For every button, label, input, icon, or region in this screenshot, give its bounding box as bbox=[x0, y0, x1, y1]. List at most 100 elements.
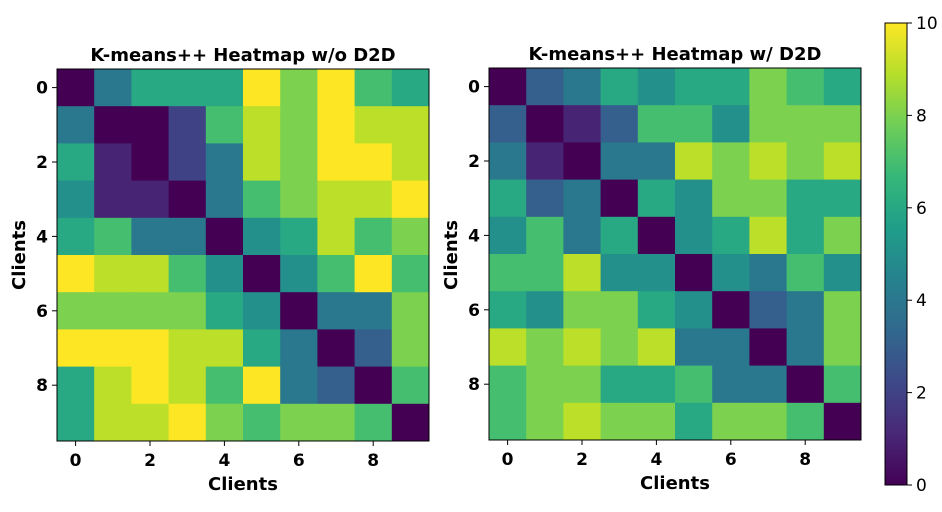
right-heatmap-cell-r8-c3 bbox=[600, 365, 639, 404]
right-heatmap-cell-r9-c7 bbox=[749, 402, 788, 441]
right-heatmap-cell-r2-c4 bbox=[637, 142, 676, 181]
right-heatmap-cell-r8-c0 bbox=[489, 365, 527, 404]
left-heatmap-cell-r5-c6 bbox=[280, 255, 318, 293]
right-heatmap-xlabel: Clients bbox=[640, 473, 710, 494]
right-heatmap-cell-r0-c4 bbox=[637, 68, 676, 106]
right-heatmap-cell-r5-c0 bbox=[489, 254, 527, 292]
left-heatmap-cell-r0-c4 bbox=[205, 69, 244, 107]
left-heatmap-cell-r6-c8 bbox=[354, 292, 393, 330]
right-heatmap-cell-r9-c1 bbox=[526, 402, 564, 441]
right-heatmap-cell-r6-c8 bbox=[786, 291, 825, 329]
right-heatmap-cell-r6-c0 bbox=[489, 291, 527, 329]
left-heatmap-cell-r2-c3 bbox=[168, 143, 207, 182]
left-heatmap-cell-r7-c9 bbox=[391, 329, 430, 368]
right-heatmap-cell-r5-c1 bbox=[526, 254, 564, 292]
right-heatmap-cell-r0-c0 bbox=[489, 68, 527, 106]
right-heatmap-cell-r5-c7 bbox=[749, 254, 788, 292]
left-ytick-label-4: 4 bbox=[36, 227, 48, 247]
left-heatmap-cell-r2-c0 bbox=[57, 143, 95, 182]
right-heatmap-cell-r4-c8 bbox=[786, 216, 825, 255]
colorbar: 0 2 4 6 8 10 bbox=[884, 14, 938, 496]
left-heatmap-cell-r8-c8 bbox=[354, 366, 393, 405]
right-heatmap-cell-r3-c2 bbox=[563, 179, 602, 218]
left-heatmap-cell-r6-c7 bbox=[317, 292, 356, 330]
right-heatmap-cell-r1-c7 bbox=[749, 105, 788, 143]
left-heatmap-cell-r4-c2 bbox=[131, 217, 170, 256]
right-heatmap-cell-r3-c4 bbox=[637, 179, 676, 218]
left-heatmap-cell-r0-c6 bbox=[280, 69, 318, 107]
right-heatmap-cell-r1-c3 bbox=[600, 105, 639, 143]
right-heatmap-cell-r3-c7 bbox=[749, 179, 788, 218]
left-heatmap-cell-r3-c0 bbox=[57, 180, 95, 219]
colorbar-ticks: 0 2 4 6 8 10 bbox=[907, 14, 938, 496]
right-heatmap-frame bbox=[488, 67, 862, 441]
right-heatmap-cell-r6-c7 bbox=[749, 291, 788, 329]
left-heatmap-cell-r4-c5 bbox=[243, 217, 281, 256]
left-heatmap-cell-r9-c2 bbox=[131, 403, 170, 442]
right-heatmap-cell-r8-c4 bbox=[637, 365, 676, 404]
left-heatmap-cell-r8-c7 bbox=[317, 366, 356, 405]
right-heatmap-cell-r3-c3 bbox=[600, 179, 639, 218]
left-heatmap-cell-r2-c4 bbox=[205, 143, 244, 182]
left-heatmap-cell-r0-c8 bbox=[354, 69, 393, 107]
right-heatmap-cell-r2-c9 bbox=[823, 142, 862, 181]
left-heatmap-cell-r2-c6 bbox=[280, 143, 318, 182]
left-heatmap-panel: K-means++ Heatmap w/o D2D 0 2 4 6 8 0 2 4 6 8 Cli… bbox=[9, 45, 430, 495]
right-heatmap-cell-r8-c6 bbox=[712, 365, 750, 404]
left-heatmap-cells bbox=[57, 69, 430, 442]
left-heatmap-cell-r2-c1 bbox=[94, 143, 132, 182]
left-heatmap-cell-r9-c4 bbox=[205, 403, 244, 442]
left-heatmap-cell-r5-c3 bbox=[168, 255, 207, 293]
right-heatmap-cell-r3-c5 bbox=[675, 179, 713, 218]
right-heatmap-cell-r6-c5 bbox=[675, 291, 713, 329]
right-xtick-label-6: 6 bbox=[725, 450, 737, 470]
colorbar-tick-label-8: 8 bbox=[916, 106, 927, 126]
right-heatmap-cell-r4-c9 bbox=[823, 216, 862, 255]
right-heatmap-cell-r9-c3 bbox=[600, 402, 639, 441]
right-heatmap-cell-r0-c7 bbox=[749, 68, 788, 106]
left-xtick-label-4: 4 bbox=[218, 451, 230, 471]
colorbar-tick-label-2: 2 bbox=[916, 384, 927, 404]
right-heatmap-cell-r5-c3 bbox=[600, 254, 639, 292]
right-heatmap-cell-r5-c6 bbox=[712, 254, 750, 292]
left-heatmap-cell-r3-c4 bbox=[205, 180, 244, 219]
colorbar-gradient bbox=[884, 22, 908, 486]
left-heatmap-cell-r0-c9 bbox=[391, 69, 430, 107]
right-ytick-label-2: 2 bbox=[468, 152, 480, 172]
right-heatmap-cell-r1-c4 bbox=[637, 105, 676, 143]
right-heatmap-cell-r4-c7 bbox=[749, 216, 788, 255]
left-heatmap-cell-r7-c6 bbox=[280, 329, 318, 368]
left-heatmap-cell-r3-c2 bbox=[131, 180, 170, 219]
left-heatmap-cell-r2-c7 bbox=[317, 143, 356, 182]
left-heatmap-cell-r4-c4 bbox=[205, 217, 244, 256]
left-heatmap-cell-r1-c3 bbox=[168, 106, 207, 144]
left-heatmap-cell-r1-c1 bbox=[94, 106, 132, 144]
right-xtick-label-8: 8 bbox=[799, 450, 811, 470]
right-heatmap-cell-r6-c6 bbox=[712, 291, 750, 329]
left-heatmap-cell-r2-c8 bbox=[354, 143, 393, 182]
left-heatmap-cell-r4-c1 bbox=[94, 217, 132, 256]
right-heatmap-cell-r4-c2 bbox=[563, 216, 602, 255]
left-heatmap-ylabel: Clients bbox=[9, 220, 30, 290]
right-heatmap-cells bbox=[489, 68, 862, 441]
left-heatmap-cell-r0-c1 bbox=[94, 69, 132, 107]
right-heatmap-cell-r7-c0 bbox=[489, 328, 527, 367]
left-ytick-label-0: 0 bbox=[36, 79, 48, 99]
left-ytick-label-2: 2 bbox=[36, 153, 48, 173]
right-heatmap-cell-r2-c2 bbox=[563, 142, 602, 181]
left-heatmap-cell-r3-c7 bbox=[317, 180, 356, 219]
right-heatmap-cell-r2-c8 bbox=[786, 142, 825, 181]
right-heatmap-cell-r1-c6 bbox=[712, 105, 750, 143]
right-heatmap-cell-r1-c5 bbox=[675, 105, 713, 143]
right-heatmap-cell-r8-c9 bbox=[823, 365, 862, 404]
right-heatmap-cell-r7-c1 bbox=[526, 328, 564, 367]
left-xtick-label-2: 2 bbox=[144, 451, 156, 471]
left-heatmap-cell-r8-c3 bbox=[168, 366, 207, 405]
left-heatmap-cell-r4-c7 bbox=[317, 217, 356, 256]
left-heatmap-cell-r7-c7 bbox=[317, 329, 356, 368]
right-heatmap-cell-r9-c9 bbox=[823, 402, 862, 441]
left-heatmap-cell-r6-c9 bbox=[391, 292, 430, 330]
right-xtick-label-2: 2 bbox=[576, 450, 588, 470]
right-heatmap-cell-r2-c5 bbox=[675, 142, 713, 181]
left-ytick-label-6: 6 bbox=[36, 302, 48, 322]
